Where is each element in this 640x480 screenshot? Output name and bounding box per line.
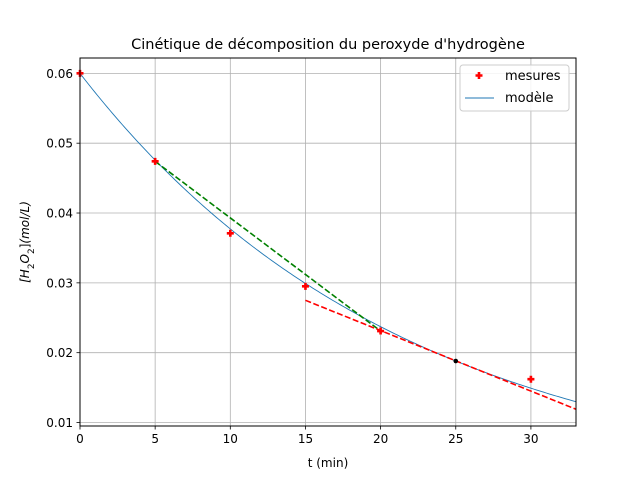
- legend-box: [459, 64, 570, 112]
- legend-marker-mesures: [475, 72, 483, 79]
- y-tick-label: 0.02: [46, 346, 73, 360]
- x-axis-label: t (min): [308, 456, 349, 470]
- x-tick-label: 30: [523, 432, 538, 446]
- x-tick-label: 0: [76, 432, 84, 446]
- y-axis-label-part: 2: [27, 248, 37, 254]
- measurement-point: [226, 229, 234, 237]
- plot-data: [76, 69, 577, 410]
- y-tick-label: 0.04: [46, 207, 73, 221]
- y-axis-label-part: [H: [18, 269, 32, 283]
- y-tick-label: 0.03: [46, 276, 73, 290]
- x-tick-label: 15: [298, 432, 313, 446]
- legend-label-mesures: mesures: [505, 69, 561, 84]
- measurement-point: [301, 282, 309, 290]
- y-tick-label: 0.01: [46, 416, 73, 430]
- tangent-point: [453, 358, 459, 364]
- y-axis-label: [H2O2](mol/L): [18, 201, 37, 283]
- legend-label-modele: modèle: [505, 91, 553, 106]
- measurement-point: [377, 327, 385, 335]
- x-tick-label: 25: [448, 432, 463, 446]
- y-axis-label-part: ]: [18, 244, 32, 249]
- measurement-point: [527, 375, 535, 383]
- y-tick-label: 0.05: [46, 137, 73, 151]
- y-axis-label-part: (mol/L): [18, 201, 32, 243]
- chart-title: Cinétique de décomposition du peroxyde d…: [131, 37, 525, 53]
- legend: mesures modèle: [459, 64, 570, 112]
- plot-frame: [79, 57, 577, 427]
- y-axis-label-part: O: [18, 254, 32, 263]
- x-tick-label: 20: [373, 432, 388, 446]
- y-tick-label: 0.06: [46, 67, 73, 81]
- measurement-point: [151, 157, 159, 165]
- axis-ticks: 0 5 10 15 20 25 30 0.01 0.02 0.03 0.04 0.05 0.06: [46, 67, 538, 446]
- tangent-line: [305, 299, 577, 410]
- x-tick-label: 10: [223, 432, 238, 446]
- x-tick-label: 5: [151, 432, 159, 446]
- y-axis-label-part: 2: [27, 263, 37, 269]
- secant-line: [154, 160, 382, 332]
- grid: [79, 58, 576, 426]
